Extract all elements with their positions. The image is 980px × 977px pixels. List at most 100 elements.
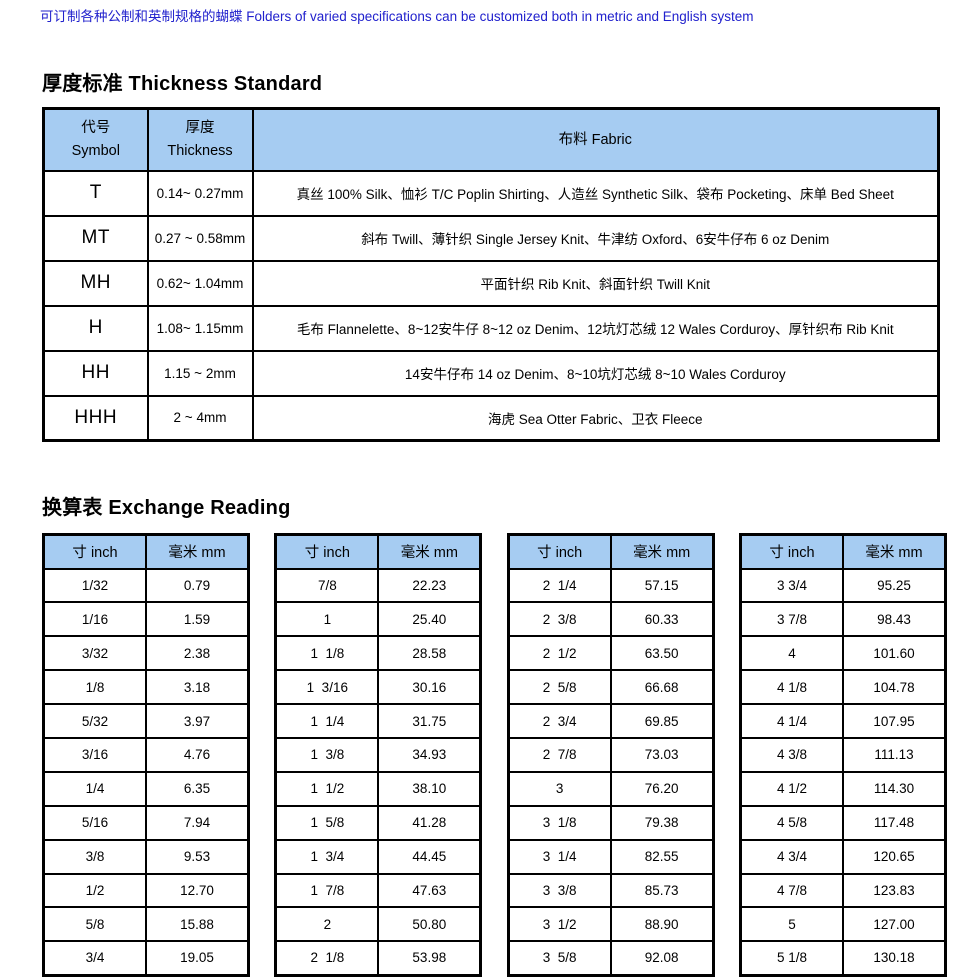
exchange-row: 5 1/8 130.18 [739, 940, 947, 977]
thickness-cell: 0.62~ 1.04mm [146, 259, 254, 307]
exchange-row: 3 1/2 88.90 [507, 906, 715, 943]
mm-cell: 69.85 [609, 703, 715, 739]
mm-cell: 66.68 [609, 669, 715, 706]
thickness-row: HH 1.15 ~ 2mm 14安牛仔布 14 oz Denim、8~10坑灯芯绒 … [42, 349, 940, 397]
exchange-section-title: 换算表 Exchange Reading [42, 497, 291, 519]
mm-cell: 92.08 [609, 940, 715, 977]
inch-cell: 1 3/16 [274, 669, 380, 706]
inch-cell: 3 1/8 [507, 804, 612, 841]
mm-cell: 44.45 [377, 838, 482, 875]
exchange-row: 4 3/8 111.13 [739, 736, 947, 773]
thickness-row: MT 0.27 ~ 0.58mm 斜布 Twill、薄针织 Single Jerse… [42, 214, 940, 262]
inch-cell: 4 7/8 [739, 872, 844, 909]
symbol-cell: T [42, 169, 149, 217]
exchange-row: 3 1/4 82.55 [507, 838, 715, 875]
inch-cell: 2 1/8 [274, 940, 380, 977]
mm-cell: 88.90 [609, 906, 715, 943]
exchange-tables-row: 寸 inch 毫米 mm 1/32 0.79 1/16 1.59 3/32 2.38 1/8… [42, 533, 947, 977]
mm-cell: 130.18 [841, 940, 947, 977]
inch-cell: 5/16 [42, 804, 147, 841]
thickness-cell: 0.14~ 0.27mm [146, 169, 254, 217]
mm-cell: 123.83 [841, 872, 947, 909]
exchange-row: 7/8 22.23 [274, 567, 482, 604]
thickness-row: H 1.08~ 1.15mm 毛布 Flannelette、8~12安牛仔 8~12… [42, 304, 940, 352]
exchange-row: 2 5/8 66.68 [507, 669, 715, 706]
inch-cell: 1/8 [42, 669, 147, 706]
mm-column-header: 毫米 mm [145, 533, 250, 570]
mm-cell: 60.33 [609, 601, 715, 638]
thickness-cell: 2 ~ 4mm [146, 394, 254, 442]
inch-cell: 2 1/4 [507, 567, 612, 604]
inch-cell: 4 3/8 [739, 736, 844, 773]
exchange-row: 4 7/8 123.83 [739, 872, 947, 909]
inch-column-header: 寸 inch [274, 533, 380, 570]
mm-cell: 120.65 [841, 838, 947, 875]
exchange-row: 3/32 2.38 [42, 635, 250, 672]
inch-cell: 1 1/8 [274, 635, 380, 672]
thickness-row: T 0.14~ 0.27mm 真丝 100% Silk、恤衫 T/C Poplin … [42, 169, 940, 217]
inch-cell: 3 1/2 [507, 906, 612, 943]
mm-cell: 1.59 [145, 601, 250, 638]
exchange-table-body: 3 3/4 95.25 3 7/8 98.43 4 101.60 4 1/8 104.78 4 … [739, 567, 947, 977]
exchange-row: 1 3/16 30.16 [274, 669, 482, 706]
mm-cell: 0.79 [145, 567, 250, 604]
exchange-row: 4 1/8 104.78 [739, 669, 947, 706]
exchange-row: 3/16 4.76 [42, 736, 250, 773]
mm-cell: 79.38 [609, 804, 715, 841]
exchange-row: 1 3/4 44.45 [274, 838, 482, 875]
inch-column-header: 寸 inch [507, 533, 612, 570]
fabric-cell: 真丝 100% Silk、恤衫 T/C Poplin Shirting、人造丝 … [251, 169, 940, 217]
mm-cell: 7.94 [145, 804, 250, 841]
thickness-cell: 1.15 ~ 2mm [146, 349, 254, 397]
exchange-row: 3 7/8 98.43 [739, 601, 947, 638]
mm-cell: 50.80 [377, 906, 482, 943]
symbol-cell: HH [42, 349, 149, 397]
inch-cell: 1/2 [42, 872, 147, 909]
inch-cell: 4 [739, 635, 844, 672]
exchange-table: 寸 inch 毫米 mm 1/32 0.79 1/16 1.59 3/32 2.38 1/8… [42, 533, 250, 977]
mm-cell: 3.97 [145, 703, 250, 739]
exchange-row: 4 3/4 120.65 [739, 838, 947, 875]
exchange-row: 1/8 3.18 [42, 669, 250, 706]
mm-column-header: 毫米 mm [377, 533, 482, 570]
inch-cell: 1 1/2 [274, 770, 380, 807]
inch-cell: 4 5/8 [739, 804, 844, 841]
mm-cell: 22.23 [377, 567, 482, 604]
inch-cell: 5/32 [42, 703, 147, 739]
exchange-row: 5/16 7.94 [42, 804, 250, 841]
fabric-cell: 毛布 Flannelette、8~12安牛仔 8~12 oz Denim、12坑… [251, 304, 940, 352]
mm-cell: 3.18 [145, 669, 250, 706]
fabric-cell: 斜布 Twill、薄针织 Single Jersey Knit、牛津纺 Oxfo… [251, 214, 940, 262]
exchange-row: 4 1/4 107.95 [739, 703, 947, 739]
exchange-row: 5/8 15.88 [42, 906, 250, 943]
thickness-row: MH 0.62~ 1.04mm 平面针织 Rib Knit、斜面针织 Twill K… [42, 259, 940, 307]
inch-column-header: 寸 inch [42, 533, 147, 570]
thickness-table: 代号 Symbol 厚度 Thickness 布料 Fabric T 0.14~ … [42, 107, 940, 442]
symbol-cell: MT [42, 214, 149, 262]
exchange-row: 1 1/4 31.75 [274, 703, 482, 739]
mm-cell: 95.25 [841, 567, 947, 604]
mm-cell: 82.55 [609, 838, 715, 875]
exchange-table: 寸 inch 毫米 mm 7/8 22.23 1 25.40 1 1/8 28.58 1 3… [274, 533, 483, 977]
inch-cell: 3/8 [42, 838, 147, 875]
mm-cell: 98.43 [841, 601, 947, 638]
inch-cell: 3 [507, 770, 612, 807]
exchange-row: 4 1/2 114.30 [739, 770, 947, 807]
exchange-row: 2 1/4 57.15 [507, 567, 715, 604]
mm-cell: 101.60 [841, 635, 947, 672]
exchange-row: 2 1/2 63.50 [507, 635, 715, 672]
inch-cell: 3 1/4 [507, 838, 612, 875]
mm-cell: 47.63 [377, 872, 482, 909]
thickness-section-title: 厚度标准 Thickness Standard [42, 73, 323, 95]
inch-cell: 1/4 [42, 770, 147, 807]
exchange-row: 1 7/8 47.63 [274, 872, 482, 909]
mm-cell: 4.76 [145, 736, 250, 773]
exchange-row: 1 1/8 28.58 [274, 635, 482, 672]
mm-cell: 2.38 [145, 635, 250, 672]
mm-cell: 9.53 [145, 838, 250, 875]
mm-cell: 31.75 [377, 703, 482, 739]
inch-cell: 4 3/4 [739, 838, 844, 875]
inch-cell: 3/4 [42, 940, 147, 977]
mm-cell: 73.03 [609, 736, 715, 773]
mm-cell: 76.20 [609, 770, 715, 807]
